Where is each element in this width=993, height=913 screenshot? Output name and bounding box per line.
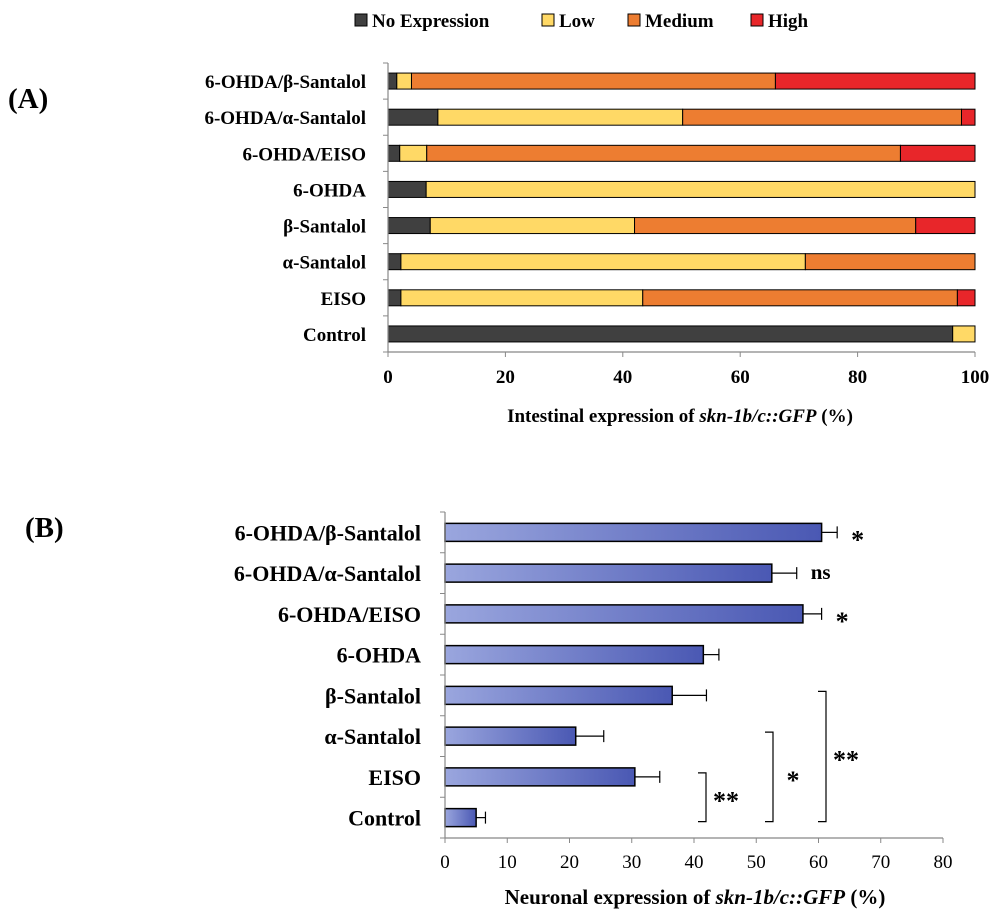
- legend-swatch-no-expression: [354, 13, 368, 27]
- legend-label-no-expression: No Expression: [372, 11, 490, 32]
- stacked-bar-6-ohda-santalol-high: [960, 108, 976, 126]
- comparison-bracket: [818, 690, 827, 823]
- stacked-bar-control-low: [952, 325, 976, 343]
- y-tick-label: α-Santalol: [283, 253, 366, 274]
- bar-control: [444, 807, 477, 828]
- y-tick-label: Control: [303, 325, 366, 346]
- stacked-bar-eiso-high: [956, 289, 976, 307]
- x-tick-label: 40: [685, 852, 704, 873]
- y-tick-label: 6-OHDA/α-Santalol: [204, 108, 366, 129]
- x-tick-label: 80: [934, 852, 953, 873]
- y-tick-label: 6-OHDA/β-Santalol: [235, 520, 421, 545]
- stacked-bar-6-ohda-low: [425, 180, 976, 198]
- stacked-bar-6-ohda-santalol-medium: [682, 108, 962, 126]
- x-tick-label: 50: [747, 852, 766, 873]
- y-tick-label: β-Santalol: [283, 217, 366, 238]
- bar-6-ohda-eiso: [444, 604, 804, 624]
- stacked-bar-santalol-no-expression: [387, 217, 431, 235]
- stacked-bar-6-ohda-santalol-low: [396, 72, 412, 90]
- stacked-bar-eiso-no-expression: [387, 289, 402, 307]
- panel-a-chart: (A) No Expression Low Medium High 6-OHDA/β-…: [8, 11, 989, 427]
- stacked-bar-control-no-expression: [387, 325, 954, 343]
- bar-6-ohda-santalol: [444, 522, 823, 543]
- stacked-bar-eiso-low: [400, 289, 644, 307]
- y-tick-label: 6-OHDA: [337, 643, 421, 668]
- comparison-label: *: [787, 766, 800, 795]
- stacked-bar-santalol-high: [915, 217, 976, 235]
- panel-b-x-axis-title: Neuronal expression of skn-1b/c::GFP (%): [505, 885, 886, 909]
- x-tick-label: 20: [560, 852, 579, 873]
- stacked-bar-6-ohda-eiso-high: [899, 144, 976, 162]
- legend-label-high: High: [768, 11, 809, 32]
- stacked-bar-santalol-no-expression: [387, 253, 402, 271]
- x-tick-label: 0: [383, 367, 393, 388]
- stacked-bar-6-ohda-eiso-no-expression: [387, 144, 401, 162]
- legend-swatch-low: [541, 13, 555, 27]
- panel-a-legend: No Expression Low Medium High: [354, 11, 809, 32]
- y-tick-label: 6-OHDA/EISO: [242, 144, 366, 165]
- panel-a-bars: [387, 72, 976, 343]
- y-tick-label: EISO: [368, 765, 421, 790]
- bar-eiso: [444, 767, 636, 787]
- bar-santalol: [444, 726, 577, 746]
- legend-swatch-high: [750, 13, 764, 27]
- x-tick-label: 80: [848, 367, 867, 388]
- y-tick-label: Control: [348, 806, 421, 831]
- significance-label: *: [836, 607, 849, 636]
- stacked-bar-santalol-medium: [804, 253, 976, 271]
- significance-label: *: [851, 525, 864, 554]
- stacked-bar-6-ohda-santalol-high: [774, 72, 976, 90]
- comparison-label: **: [713, 786, 739, 815]
- panel-a-x-axis-title: Intestinal expression of skn-1b/c::GFP (…: [507, 406, 853, 427]
- x-tick-label: 0: [440, 852, 450, 873]
- legend-label-low: Low: [559, 11, 595, 32]
- stacked-bar-6-ohda-santalol-no-expression: [387, 108, 439, 126]
- stacked-bar-6-ohda-no-expression: [387, 180, 427, 198]
- panel-b-bars: *ns*: [444, 522, 864, 828]
- y-tick-label: 6-OHDA/EISO: [278, 602, 421, 627]
- x-tick-label: 30: [622, 852, 641, 873]
- x-tick-label: 60: [809, 852, 828, 873]
- panel-b-comparison-brackets: *****: [698, 690, 859, 823]
- panel-b-chart: (B) *ns* 6-OHDA/β-Santalol6-OHDA/α-Santa…: [25, 511, 953, 909]
- legend-swatch-medium: [627, 13, 641, 27]
- y-tick-label: 6-OHDA/α-Santalol: [234, 561, 421, 586]
- bar-6-ohda-santalol: [444, 563, 773, 583]
- y-tick-label: α-Santalol: [324, 724, 421, 749]
- comparison-bracket: [698, 772, 707, 823]
- x-tick-label: 60: [731, 367, 750, 388]
- legend-label-medium: Medium: [645, 11, 714, 32]
- bar-6-ohda: [444, 644, 705, 665]
- x-tick-label: 10: [498, 852, 517, 873]
- stacked-bar-santalol-low: [400, 253, 806, 271]
- stacked-bar-santalol-medium: [634, 217, 917, 235]
- stacked-bar-6-ohda-santalol-low: [437, 108, 684, 126]
- comparison-label: **: [833, 746, 859, 775]
- panel-a-axes: 6-OHDA/β-Santalol 6-OHDA/α-Santalol 6-OHDA…: [204, 62, 990, 388]
- panel-b-label: (B): [25, 512, 64, 544]
- stacked-bar-6-ohda-santalol-no-expression: [387, 72, 398, 90]
- stacked-bar-6-ohda-eiso-medium: [426, 144, 901, 162]
- x-tick-label: 20: [496, 367, 515, 388]
- y-tick-label: EISO: [321, 289, 366, 310]
- bar-santalol: [444, 685, 673, 706]
- significance-label: ns: [811, 560, 831, 584]
- stacked-bar-eiso-medium: [642, 289, 958, 307]
- comparison-bracket: [765, 731, 774, 823]
- stacked-bar-6-ohda-santalol-medium: [410, 72, 776, 90]
- x-tick-label: 100: [961, 367, 990, 388]
- y-tick-label: 6-OHDA: [293, 180, 366, 201]
- panel-a-label: (A): [8, 83, 48, 115]
- y-tick-label: 6-OHDA/β-Santalol: [205, 72, 366, 93]
- x-tick-label: 40: [613, 367, 632, 388]
- stacked-bar-6-ohda-eiso-low: [399, 144, 428, 162]
- panel-b-axes: 6-OHDA/β-Santalol 6-OHDA/α-Santalol 6-OHDA…: [234, 511, 953, 873]
- stacked-bar-santalol-low: [429, 217, 636, 235]
- y-tick-label: β-Santalol: [325, 683, 421, 708]
- x-tick-label: 70: [871, 852, 890, 873]
